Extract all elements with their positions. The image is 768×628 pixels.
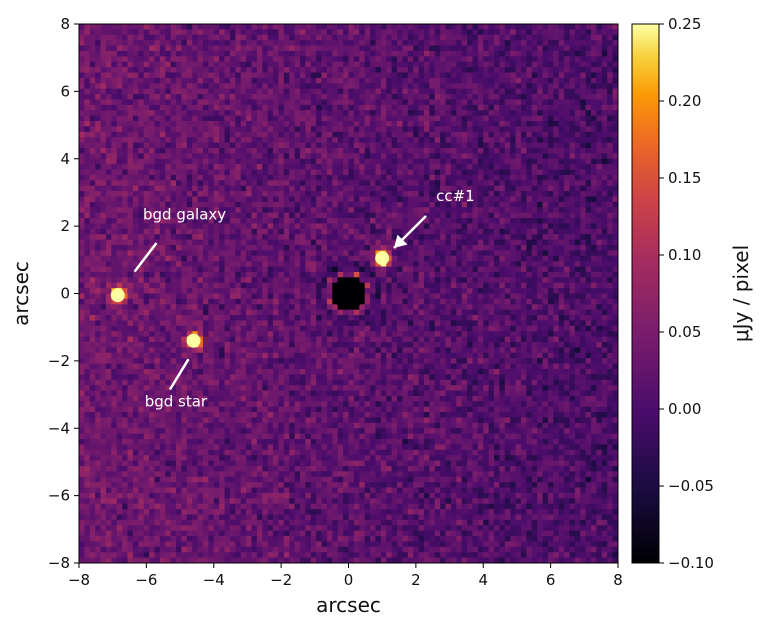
x-axis-label: arcsec [316,593,381,617]
annotation-0: cc#1 [393,187,475,249]
colorbar-label: μJy / pixel [729,245,753,342]
annotation-label: bgd galaxy [143,205,226,223]
x-tick-label: 0 [344,571,354,589]
x-axis: −8 −6 −4 −2 0 2 4 6 8 [68,563,623,589]
y-tick-label: 8 [60,15,70,33]
colorbar-tick-label: −0.05 [668,477,714,495]
y-axis-label: arcsec [9,261,33,326]
heatmap-image [79,24,618,563]
coronagraph-mask [332,277,365,310]
annotation-label: bgd star [145,392,208,410]
y-tick-label: 0 [60,285,70,303]
colorbar-axis: −0.10 −0.05 0.00 0.05 0.10 0.15 0.20 0.25 [659,15,714,572]
x-tick-label: 8 [613,571,623,589]
source-bgd-star [186,333,201,348]
colorbar-tick-label: 0.10 [668,246,701,264]
colorbar-tick-label: 0.15 [668,169,701,187]
colorbar-tick-label: −0.10 [668,554,714,572]
annotation-1: bgd galaxy [133,205,226,273]
y-tick-label: −2 [48,352,70,370]
colorbar-tick-label: 0.05 [668,323,701,341]
annotations: cc#1 bgd galaxy bgd star [133,187,475,410]
x-tick-label: 4 [478,571,488,589]
x-tick-label: −8 [68,571,90,589]
x-tick-label: −4 [203,571,225,589]
annotation-line [168,358,190,391]
x-tick-label: 2 [411,571,421,589]
x-tick-label: 6 [546,571,556,589]
y-tick-label: −6 [48,487,70,505]
y-tick-label: 4 [60,150,70,168]
source-cc-1 [375,251,390,266]
arrowhead-icon [393,234,408,249]
y-axis: −8 −6 −4 −2 0 2 4 6 8 [48,15,79,572]
y-tick-label: 2 [60,217,70,235]
annotation-label: cc#1 [436,187,475,205]
annotation-line [133,242,158,273]
y-tick-label: −4 [48,419,70,437]
annotation-2: bgd star [145,358,208,410]
source-bgd-galaxy [110,288,125,303]
y-tick-label: 6 [60,82,70,100]
colorbar-tick-label: 0.20 [668,92,701,110]
x-tick-label: −6 [135,571,157,589]
x-tick-label: −2 [270,571,292,589]
y-tick-label: −8 [48,554,70,572]
colorbar-tick-label: 0.25 [668,15,701,33]
colorbar [631,23,660,564]
colorbar-tick-label: 0.00 [668,400,701,418]
